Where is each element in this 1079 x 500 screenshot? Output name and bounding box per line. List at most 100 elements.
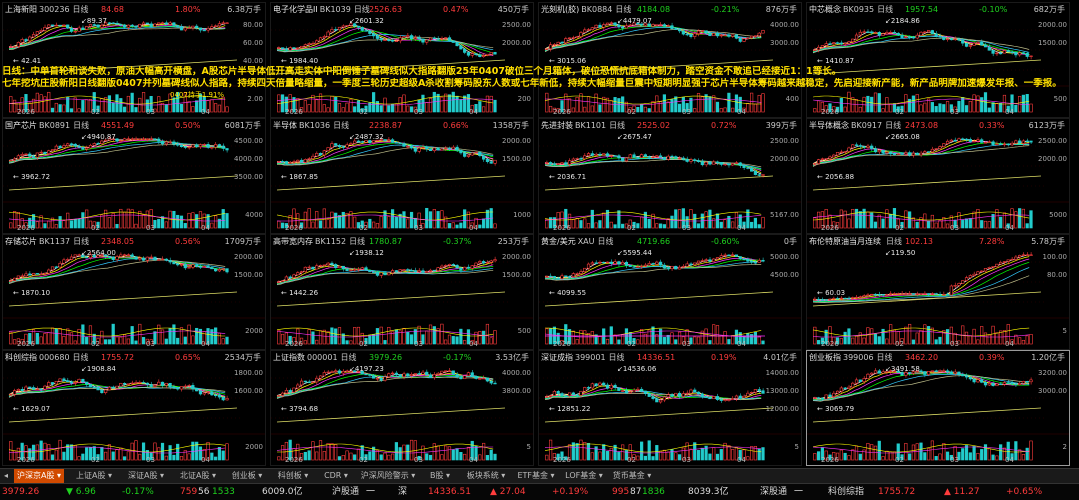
market-tab[interactable]: ETF基金 ▾ [517,471,555,480]
x-axis-month: 04 [469,456,478,464]
chart-panel[interactable]: 半导体 BK1036 日线 2238.87 0.66% 1358万手 2000.00 1500… [270,118,534,234]
chart-panel[interactable]: 布伦特原油当月连续 日线 102.13 7.28% 5.78万手 100.00 80.00 5… [806,234,1070,350]
kline-chart[interactable] [807,364,1069,465]
market-tab[interactable]: 板块系统 ▾ [466,471,506,480]
panel-change-pct: 1.80% [175,5,201,14]
market-tab[interactable]: B股 ▾ [429,471,451,480]
kline-chart[interactable] [539,248,801,349]
volume-axis-label: 5 [526,443,531,451]
market-tabs-bar: ◂ 沪深京A股 ▾ 上证A股 ▾ 深证A股 ▾ 北证A股 ▾ 创业板 ▾ 科创板 ▾ CDR… [0,468,1079,484]
panel-volume: 5.78万手 [1031,237,1065,246]
panel-volume: 876万手 [765,5,797,14]
chart-panel[interactable]: 上海新阳 300236 日线 84.68 1.80% 6.38万手 80.00 60.00 40… [2,2,266,118]
market-tab[interactable]: 沪深京A股 ▾ [14,469,64,483]
market-tab[interactable]: 科创板 ▾ [277,471,309,480]
kline-chart[interactable] [539,16,801,117]
panel-volume: 3.53亿手 [495,353,529,362]
annotation-line-1: 日线：中单首轮和谈失败，原油大幅高开横盘，A股芯片半导体低开高走实体中阳倒锤子墓… [2,66,842,77]
panel-header: 高带宽内存 BK1152 日线 1780.87 -0.37% 253万手 [273,236,531,248]
low-marker: ← 1629.07 [13,405,51,413]
x-axis-month: 03 [414,456,423,464]
panel-period: 日线 [886,237,902,246]
high-marker: ↙2564.00 [81,249,116,257]
chart-panel[interactable]: 半导体概念 BK0917 日线 2473.08 0.33% 6123万手 2500.00 20… [806,118,1070,234]
tab-scroll-left-icon[interactable]: ◂ [4,471,9,480]
sz-connect-label[interactable]: 深股通 [760,487,788,497]
kline-chart[interactable] [3,16,265,117]
market-tab[interactable]: 创业板 ▾ [231,471,263,480]
panel-name: 国产芯片 [5,121,37,130]
chart-panel[interactable]: 黄金/美元 XAU 日线 4719.66 -0.60% 0手 5000.00 4500.00 ↙… [538,234,802,350]
sz-connect-value: 一 [794,487,804,497]
chart-grid: 上海新阳 300236 日线 84.68 1.80% 6.38万手 80.00 60.00 40… [2,2,1070,466]
kline-chart[interactable] [3,248,265,349]
panel-price: 2525.02 [637,121,671,130]
chart-panel[interactable]: 上证指数 000001 日线 3979.26 -0.17% 3.53亿手 4000.00 38… [270,350,534,466]
kline-chart[interactable] [271,248,533,349]
x-axis-month: 04 [469,108,478,116]
kline-chart[interactable] [271,364,533,465]
y-axis-label: 3000.00 [1038,387,1067,395]
market-tab[interactable]: LOF基金 ▾ [565,471,603,480]
low-marker: ← 4099.55 [549,289,587,297]
star-index-pct: +0.65% [1006,487,1043,497]
x-axis-year: 2026 [821,224,839,232]
annotation-note: 0407持手1.91% [170,91,225,99]
hk-connect-value: 一 [366,487,376,497]
low-marker: ← 1870.10 [13,289,51,297]
hk-connect-label[interactable]: 沪股通 [332,487,360,497]
panel-code: BK1039 [319,5,351,14]
chart-panel[interactable]: 深证成指 399001 日线 14336.51 0.19% 4.01亿手 14000.00 1… [538,350,802,466]
kline-chart[interactable] [3,132,265,233]
chart-panel[interactable]: 存储芯片 BK1137 日线 2348.05 0.56% 1709万手 2000.00 150… [2,234,266,350]
y-axis-label: 2000.00 [770,155,799,163]
kline-chart[interactable] [807,248,1069,349]
kline-chart[interactable] [539,132,801,233]
chart-panel[interactable]: 光刻机(胶) BK0884 日线 4184.08 -0.21% 876万手 4000.00 3… [538,2,802,118]
x-axis-month: 04 [1005,108,1014,116]
chart-panel[interactable]: 科创综指 000680 日线 1755.72 0.65% 2534万手 1800.00 160… [2,350,266,466]
market-tab[interactable]: 沪深风险警示 ▾ [360,471,416,480]
chart-panel[interactable]: 创业板指 399006 日线 3462.20 0.39% 1.20亿手 3200.00 300… [806,350,1070,466]
low-marker: ← 42.41 [13,57,42,65]
panel-code: 399006 [843,353,874,362]
panel-header: 先进封装 BK1101 日线 2525.02 0.72% 399万手 [541,120,799,132]
panel-volume: 1709万手 [224,237,261,246]
panel-name: 先进封装 [541,121,573,130]
panel-name: 深证成指 [541,353,573,362]
panel-price: 1957.54 [905,5,939,14]
market-tab[interactable]: 上证A股 ▾ [75,471,113,480]
chart-panel[interactable]: 国产芯片 BK0891 日线 4551.49 0.50% 6081万手 4500.00 400… [2,118,266,234]
kline-chart[interactable] [807,16,1069,117]
market-tab[interactable]: CDR ▾ [324,471,348,480]
low-marker: ← 3015.06 [549,57,587,65]
panel-header: 科创综指 000680 日线 1755.72 0.65% 2534万手 [5,352,263,364]
kline-chart[interactable] [3,364,265,465]
chart-panel[interactable]: 电子化学品II BK1039 日线 2526.63 0.47% 450万手 2500.00 2… [270,2,534,118]
x-axis-year: 2026 [821,340,839,348]
panel-name: 存储芯片 [5,237,37,246]
y-axis-label: 1500.00 [502,155,531,163]
kline-chart[interactable] [807,132,1069,233]
annotation-line-2: 七年挖坑庄股新阳日线翻版0407并列墓碑线似人指路，持续四天倍量略缩量，一季度三… [2,78,1062,89]
panel-name: 上证指数 [273,353,305,362]
x-axis-month: 02 [627,224,636,232]
panel-price: 2348.05 [101,237,135,246]
kline-chart[interactable] [271,132,533,233]
kline-chart[interactable] [271,16,533,117]
panel-volume: 399万手 [765,121,797,130]
kline-chart[interactable] [539,364,801,465]
chart-panel[interactable]: 中芯概念 BK0935 日线 1957.54 -0.10% 682万手 2000.00 150… [806,2,1070,118]
panel-volume: 2534万手 [224,353,261,362]
chart-panel[interactable]: 先进封装 BK1101 日线 2525.02 0.72% 399万手 2500.00 2000… [538,118,802,234]
panel-change-pct: -0.17% [443,353,472,362]
market-tab[interactable]: 深证A股 ▾ [127,471,165,480]
market-tab[interactable]: 北证A股 ▾ [179,471,217,480]
market-tab[interactable]: 货币基金 ▾ [612,471,652,480]
chart-panel[interactable]: 高带宽内存 BK1152 日线 1780.87 -0.37% 253万手 2000.00 15… [270,234,534,350]
panel-period: 日线 [340,353,357,362]
x-axis-year: 2026 [821,108,839,116]
panel-header: 深证成指 399001 日线 14336.51 0.19% 4.01亿手 [541,352,799,364]
sh-amount: 6009.0亿 [262,487,303,497]
panel-code: BK0917 [851,121,883,130]
